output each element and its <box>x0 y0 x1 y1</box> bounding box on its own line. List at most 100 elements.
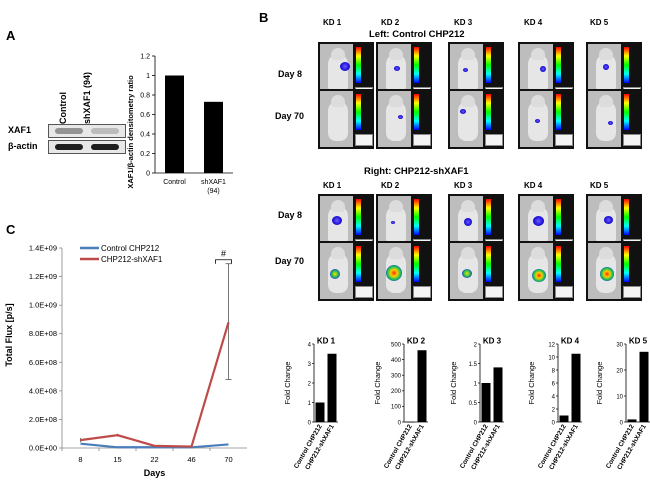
bioluminescence-signal <box>533 216 544 226</box>
mouse-image <box>318 89 374 149</box>
y-tick-label: 8 <box>552 368 556 374</box>
mouse-head <box>599 247 613 259</box>
mouse-body <box>596 101 616 141</box>
blot-strip-xaf1 <box>48 124 126 138</box>
mini-chart-title: KD 1 <box>317 337 336 346</box>
category-label: (94) <box>207 188 219 195</box>
blot-label-xaf1: XAF1 <box>8 125 32 135</box>
bar <box>627 419 637 422</box>
bar <box>639 351 649 422</box>
densitometry-ylabel: XAF1/β-actin densitometry ratio <box>126 75 135 189</box>
image-background <box>588 91 621 147</box>
mouse-body <box>328 101 348 141</box>
color-scale-bar <box>624 47 629 83</box>
mouse-head <box>531 247 545 259</box>
color-scale-bar <box>624 246 629 282</box>
mouse-image <box>448 241 504 301</box>
image-background <box>320 243 353 299</box>
image-background <box>320 91 353 147</box>
image-legend-box <box>623 286 641 298</box>
flux-line-chart: Total Flux [p/s] 0.0E+00 2.0E+08 4.0E+08 6.… <box>4 244 247 478</box>
y-tick-label: 2 <box>552 407 556 413</box>
mouse-body <box>528 206 548 246</box>
y-tick-label: 1 <box>308 401 312 407</box>
day-label: Day 70 <box>275 256 305 266</box>
bar <box>327 353 337 422</box>
mini-chart-ylabel: Fold Change <box>595 362 604 405</box>
y-tick-label: 2.0E+08 <box>29 415 57 424</box>
bioluminescence-signal <box>386 265 402 281</box>
mouse-head <box>331 200 345 212</box>
y-tick-label: 0.4 <box>140 132 150 139</box>
bioluminescence-signal <box>462 269 472 278</box>
image-legend-box <box>623 134 641 146</box>
bioluminescence-signal <box>463 68 468 72</box>
mouse-body <box>386 101 406 141</box>
y-tick-label: 100 <box>391 405 402 411</box>
mouse-head <box>389 247 403 259</box>
y-tick-label: 0.6 <box>140 112 150 119</box>
y-tick-label: 400 <box>391 358 402 364</box>
mouse-image <box>518 241 574 301</box>
y-tick-label: 10 <box>548 355 555 361</box>
mouse-head <box>461 95 475 107</box>
significance-bracket <box>215 259 232 264</box>
y-tick-label: 0 <box>398 420 402 426</box>
image-legend-box <box>555 286 573 298</box>
bioluminescence-signal <box>330 269 340 279</box>
bioluminescence-signal <box>600 267 614 281</box>
mouse-body <box>596 54 616 94</box>
mouse-image <box>518 89 574 149</box>
mouse-body <box>386 206 406 246</box>
kd-label: KD 4 <box>524 181 543 190</box>
kd-label: KD 5 <box>590 18 609 27</box>
day-label: Day 8 <box>278 210 303 220</box>
legend-label: Control CHP212 <box>101 244 160 253</box>
y-tick-label: 6 <box>552 381 556 387</box>
blot-header-sh: shXAF1 (94) <box>82 71 92 124</box>
y-tick-label: 4.0E+08 <box>29 386 57 395</box>
bioluminescence-signal <box>332 216 342 225</box>
mouse-body <box>596 206 616 246</box>
bioluminescence-signal <box>394 66 400 71</box>
kd-label: KD 1 <box>323 181 342 190</box>
blot-band <box>91 128 119 134</box>
x-tick-label: 46 <box>187 455 195 464</box>
flux-ylabel: Total Flux [p/s] <box>4 303 14 366</box>
mouse-head <box>331 247 345 259</box>
mouse-head <box>389 95 403 107</box>
x-axis-label: Days <box>144 468 166 478</box>
mouse-head <box>331 48 345 60</box>
significance-mark: # <box>221 249 226 259</box>
y-tick-label: 0 <box>474 420 478 426</box>
bioluminescence-signal <box>540 66 546 72</box>
color-scale-bar <box>624 199 629 235</box>
day-label: Day 70 <box>275 111 305 121</box>
kd-label: KD 3 <box>454 18 473 27</box>
panel-letter-a: A <box>6 28 16 43</box>
mouse-image <box>448 89 504 149</box>
panel-letter-b: B <box>259 10 269 25</box>
color-scale-bar <box>356 199 361 235</box>
bioluminescence-signal <box>603 64 609 70</box>
mini-chart-title: KD 5 <box>629 337 648 346</box>
bar <box>204 101 223 173</box>
mouse-image <box>376 241 432 301</box>
blot-band <box>91 144 119 150</box>
bioluminescence-signal <box>391 221 395 224</box>
bioluminescence-signal <box>535 119 540 123</box>
mouse-head <box>599 48 613 60</box>
y-tick-label: 3 <box>308 362 312 368</box>
color-scale-bar <box>356 94 361 130</box>
color-scale-bar <box>556 47 561 83</box>
mouse-head <box>389 200 403 212</box>
image-legend-box <box>355 134 373 146</box>
y-tick-label: 6.0E+08 <box>29 358 57 367</box>
blot-band <box>55 144 83 150</box>
image-background <box>450 243 483 299</box>
color-scale-bar <box>486 94 491 130</box>
image-legend-box <box>413 134 431 146</box>
image-background <box>588 243 621 299</box>
x-tick-label: 15 <box>113 455 121 464</box>
